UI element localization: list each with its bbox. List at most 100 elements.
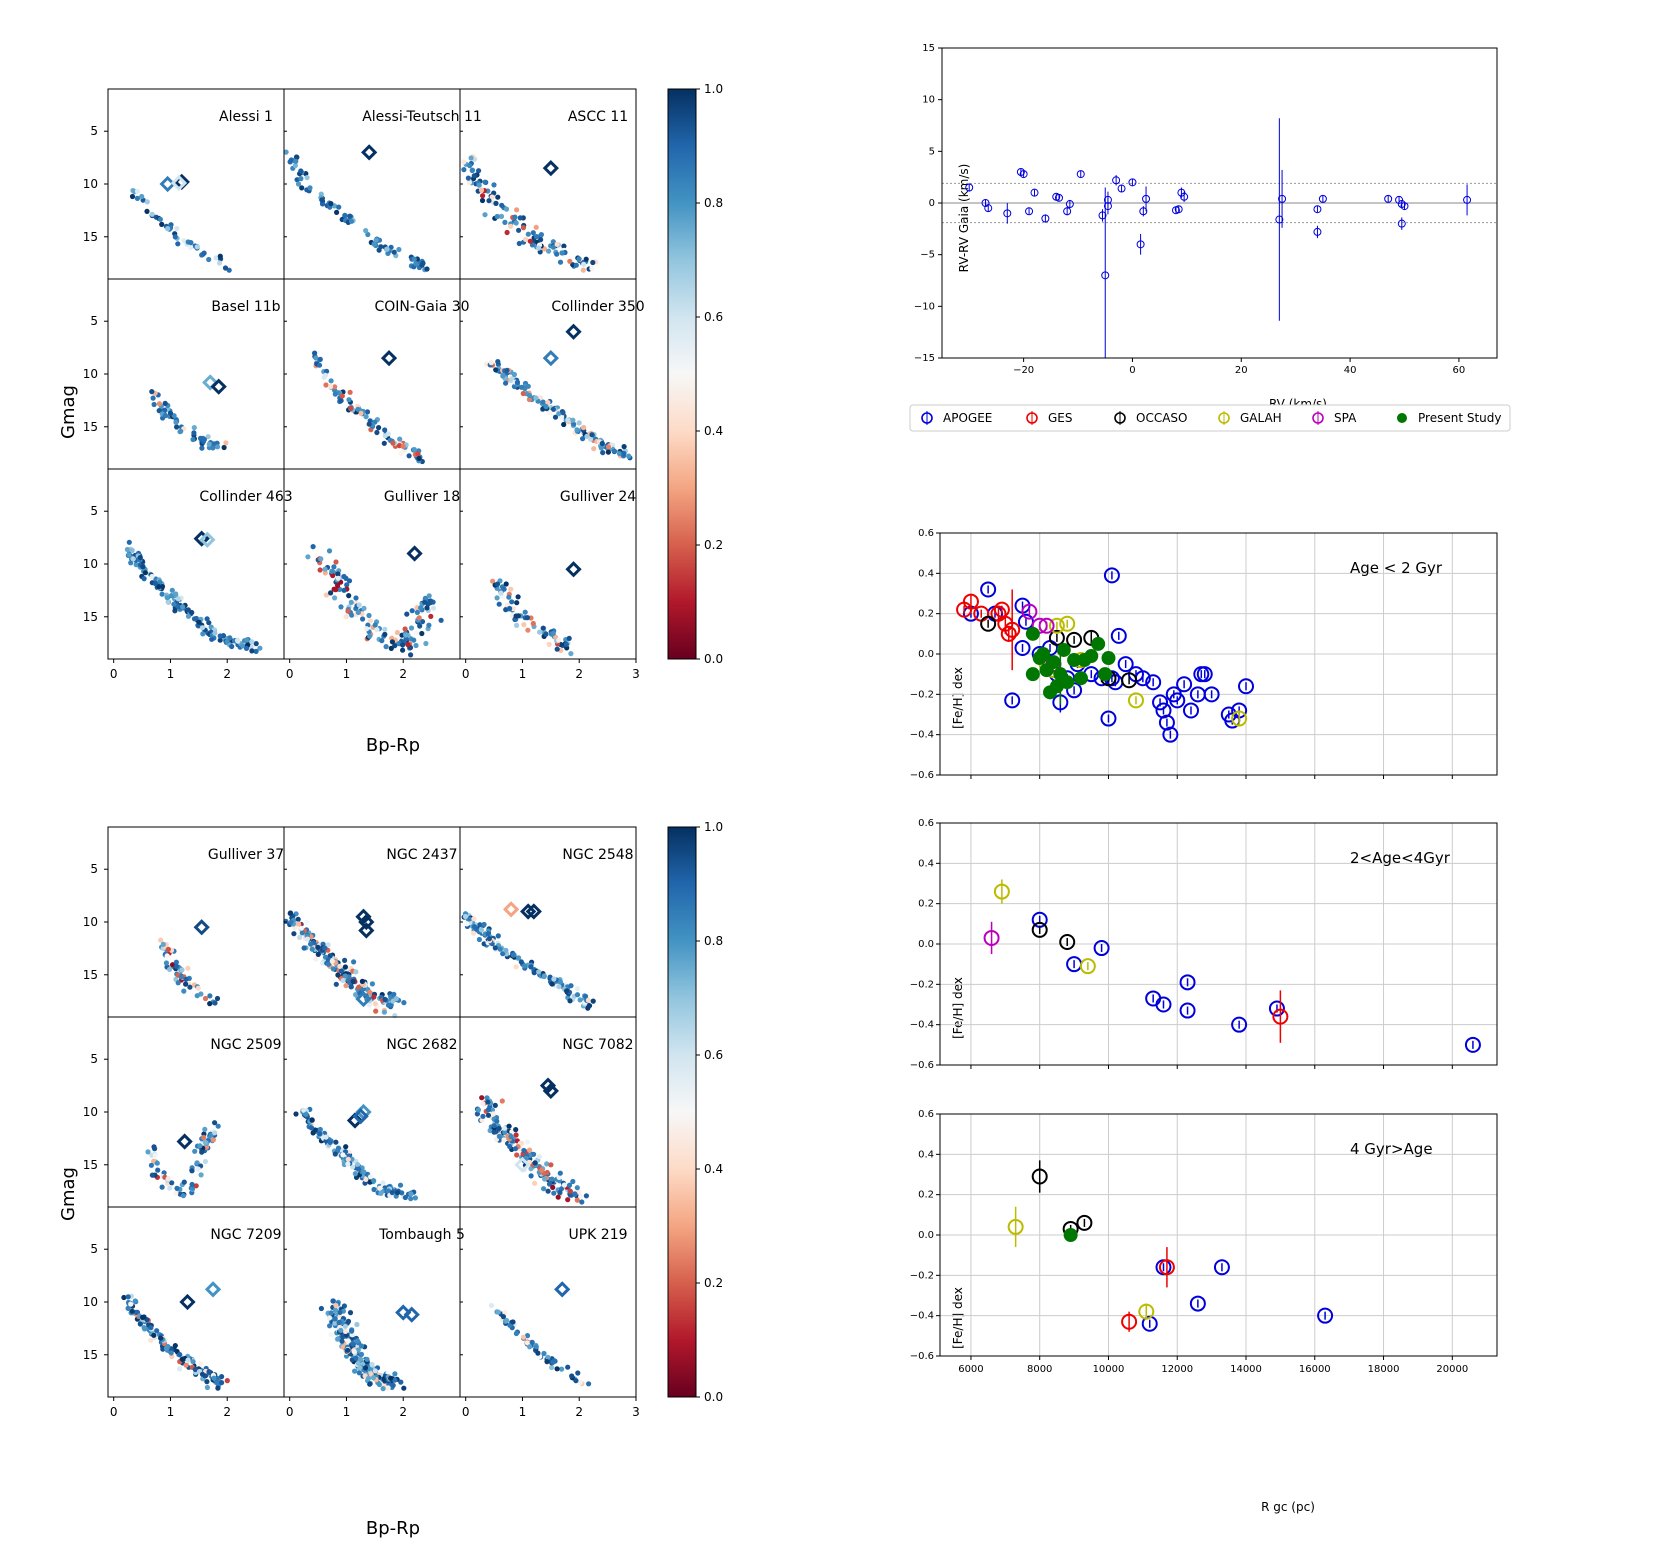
member-diamond <box>520 903 537 920</box>
cmd-panel: UPK 219 0 1 2 3 <box>459 1206 640 1419</box>
feh-point <box>1117 656 1134 673</box>
feh-point <box>1103 567 1120 584</box>
cmd-panel: Collinder 463 5 10 15 0 1 2 <box>83 468 293 681</box>
gradient-ylabel-1: [Fe/H] dex <box>951 667 965 729</box>
star-point <box>554 1366 560 1372</box>
panel-title: Alessi-Teutsch 11 <box>362 109 482 125</box>
star-point <box>486 198 492 204</box>
feh-point <box>1076 1214 1093 1231</box>
star-point <box>571 421 577 427</box>
star-point <box>579 1199 585 1205</box>
star-point <box>544 1359 550 1365</box>
star-point <box>332 1316 338 1322</box>
star-point <box>323 1134 329 1140</box>
star-point <box>164 953 170 959</box>
feh-point <box>1189 1295 1206 1312</box>
star-point <box>204 616 210 622</box>
star-point <box>185 1357 191 1363</box>
star-point <box>514 207 520 213</box>
feh-y-tick-label: 0.4 <box>918 1149 934 1160</box>
star-point <box>544 1161 550 1167</box>
star-point <box>418 605 424 611</box>
member-diamond <box>565 323 582 340</box>
star-point <box>188 240 194 246</box>
star-point <box>476 182 482 188</box>
feh-point <box>1176 676 1193 693</box>
star-point <box>543 403 549 410</box>
star-point <box>572 1191 578 1197</box>
star-point <box>520 1334 527 1340</box>
star-point <box>212 1120 218 1126</box>
star-point <box>126 539 132 545</box>
feh-point <box>1127 692 1144 709</box>
rv-point <box>1098 211 1107 220</box>
star-point <box>204 1379 210 1385</box>
star-point <box>350 1341 356 1347</box>
member-diamond <box>525 903 542 920</box>
star-point <box>419 630 425 637</box>
x-tick-label: 3 <box>632 667 640 681</box>
star-point <box>364 409 371 415</box>
rv-point <box>965 183 974 192</box>
star-point <box>382 433 388 439</box>
star-point <box>253 648 259 655</box>
star-point <box>382 427 388 433</box>
star-point <box>355 1166 362 1172</box>
star-point <box>304 919 310 925</box>
star-point <box>493 1129 499 1135</box>
star-point <box>185 613 192 619</box>
rv-point <box>1177 188 1186 197</box>
star-point <box>294 154 300 160</box>
star-point <box>313 956 319 962</box>
star-point <box>411 637 417 643</box>
rv-x-tick-label: 0 <box>1129 365 1135 376</box>
star-point <box>209 636 215 642</box>
star-point <box>181 238 187 244</box>
rv-point <box>1117 184 1126 193</box>
star-point <box>152 580 158 587</box>
star-point <box>142 570 148 576</box>
star-point <box>385 1188 391 1194</box>
feh-point <box>1196 666 1213 683</box>
rv-point <box>1463 195 1472 204</box>
member-diamond <box>176 1133 193 1150</box>
x-tick-label: 0 <box>286 667 294 681</box>
star-point <box>337 963 343 969</box>
star-point <box>125 1305 131 1311</box>
star-point <box>485 931 491 937</box>
star-point <box>566 1182 573 1188</box>
rv-y-tick-label: −15 <box>914 353 935 364</box>
star-point <box>342 1323 348 1329</box>
star-point <box>530 230 536 236</box>
star-point <box>426 593 432 599</box>
star-point <box>283 918 289 925</box>
star-point <box>129 193 136 200</box>
star-point <box>591 446 597 452</box>
star-point <box>382 631 388 638</box>
cmd-panel: Gulliver 18 0 1 2 <box>283 468 461 681</box>
y-tick-label: 10 <box>83 1295 98 1309</box>
age-annotation: 4 Gyr>Age <box>1350 1140 1433 1158</box>
star-point <box>512 1146 519 1152</box>
star-point <box>191 430 197 436</box>
star-point <box>137 554 143 561</box>
cmd-top-ylabel: Gmag <box>58 385 79 439</box>
x-tick-label: 0 <box>462 1405 470 1419</box>
star-point <box>249 639 255 645</box>
star-point <box>329 958 335 964</box>
star-point <box>156 401 162 407</box>
star-point <box>319 197 325 203</box>
star-point <box>194 1160 200 1166</box>
star-point <box>583 256 589 262</box>
x-tick-label: 0 <box>462 667 470 681</box>
feh-x-tick-label: 6000 <box>958 1364 983 1375</box>
feh-point <box>1079 958 1096 975</box>
star-point <box>361 605 367 612</box>
star-point <box>376 1381 382 1388</box>
colorbar-bar <box>667 826 697 1398</box>
star-point <box>379 638 385 644</box>
star-point <box>292 162 298 169</box>
star-point <box>539 1167 545 1173</box>
star-point <box>349 1357 355 1363</box>
star-point <box>587 436 594 442</box>
